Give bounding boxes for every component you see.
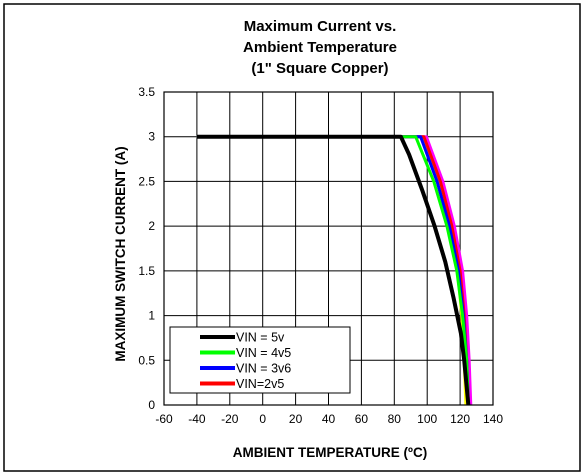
title-line-3: (1" Square Copper) xyxy=(251,60,388,77)
x-tick-label: 120 xyxy=(450,412,470,426)
plot-area xyxy=(163,91,494,406)
y-tick-label: 0.5 xyxy=(138,353,155,367)
series-line xyxy=(196,134,471,406)
x-axis-label: AMBIENT TEMPERATURE (ºC) xyxy=(233,445,427,460)
x-tick-label: -60 xyxy=(155,412,173,426)
y-tick-label: 3 xyxy=(148,130,155,144)
x-tick-label: 100 xyxy=(417,412,437,426)
series-band-line xyxy=(196,135,473,406)
y-tick-label: 0 xyxy=(148,398,155,412)
y-tick-label: 1 xyxy=(148,309,155,323)
y-tick-label: 2.5 xyxy=(138,174,155,188)
y-axis-label: MAXIMUM SWITCH CURRENT (A) xyxy=(113,146,128,361)
outer-border xyxy=(3,3,581,472)
series-line xyxy=(196,135,470,406)
series-layer xyxy=(196,134,473,406)
x-tick-label: 0 xyxy=(259,412,266,426)
x-axis-ticks: -60 -40 -20 0 20 40 60 80 100 120 140 xyxy=(155,412,503,426)
x-tick-label: 140 xyxy=(483,412,503,426)
y-tick-label: 3.5 xyxy=(138,85,155,99)
x-tick-label: 60 xyxy=(355,412,369,426)
title-line-2: Ambient Temperature xyxy=(243,39,397,56)
x-tick-label: 40 xyxy=(322,412,336,426)
x-tick-label: -40 xyxy=(188,412,206,426)
x-tick-label: 80 xyxy=(388,412,402,426)
x-tick-label: -20 xyxy=(221,412,239,426)
legend-label: VIN = 3v6 xyxy=(236,362,291,376)
y-tick-label: 2 xyxy=(148,219,155,233)
legend-label: VIN = 5v xyxy=(236,331,285,345)
y-tick-label: 1.5 xyxy=(138,264,155,278)
y-axis-ticks: 0 0.5 1 1.5 2 2.5 3 3.5 xyxy=(138,85,155,412)
chart-title: Maximum Current vs. Ambient Temperature … xyxy=(243,18,397,77)
legend-label: VIN = 4v5 xyxy=(236,346,291,360)
x-tick-label: 20 xyxy=(289,412,303,426)
legend-label: VIN=2v5 xyxy=(236,377,284,391)
title-line-1: Maximum Current vs. xyxy=(244,18,397,35)
